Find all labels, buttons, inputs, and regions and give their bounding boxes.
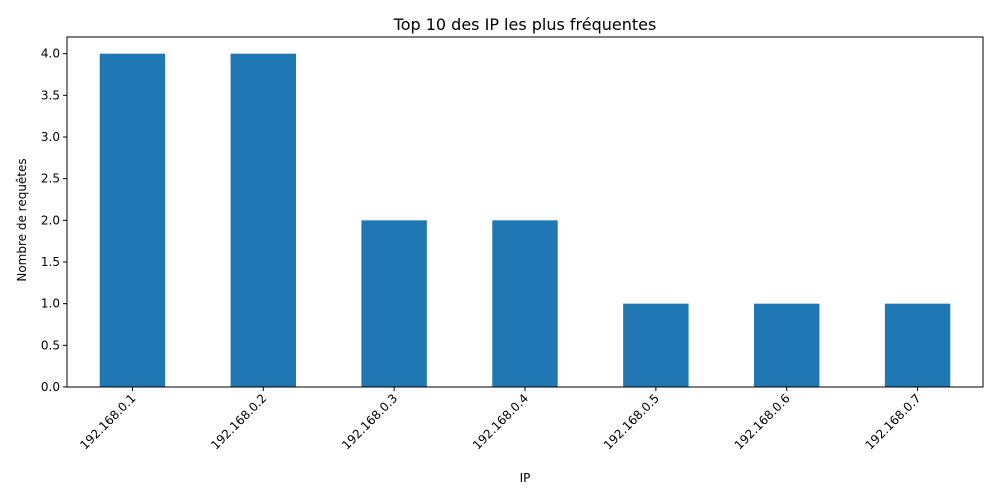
y-tick-label: 0.0 bbox=[41, 380, 60, 394]
y-tick-label: 1.5 bbox=[41, 255, 60, 269]
bar-192.168.0.2 bbox=[230, 53, 296, 388]
bar-192.168.0.4 bbox=[492, 220, 558, 387]
y-axis-label: Nombre de requêtes bbox=[15, 158, 29, 281]
x-axis-label: IP bbox=[520, 471, 531, 485]
bar-192.168.0.7 bbox=[884, 303, 951, 387]
plot-frame bbox=[66, 36, 984, 388]
bar-192.168.0.1 bbox=[99, 53, 166, 388]
y-tick-label: 2.5 bbox=[41, 172, 60, 186]
bar-192.168.0.3 bbox=[361, 220, 427, 387]
x-tick-label: 192.168.0.5 bbox=[601, 391, 662, 452]
y-tick-label: 4.0 bbox=[41, 47, 60, 61]
y-axis-ticks: 0.0 0.5 1.0 1.5 2.0 2.5 3.0 3.5 4.0 bbox=[41, 47, 67, 394]
bar-192.168.0.5 bbox=[623, 303, 689, 387]
x-axis-ticks: 192.168.0.1 192.168.0.2 192.168.0.3 192.168… bbox=[77, 387, 924, 452]
y-tick-label: 3.5 bbox=[41, 88, 60, 102]
x-tick-label: 192.168.0.1 bbox=[77, 391, 138, 452]
x-tick-label: 192.168.0.7 bbox=[863, 391, 924, 452]
y-tick-label: 2.0 bbox=[41, 213, 60, 227]
bars-group bbox=[99, 53, 951, 388]
x-tick-label: 192.168.0.2 bbox=[208, 391, 269, 452]
chart-title: Top 10 des IP les plus fréquentes bbox=[393, 15, 657, 34]
x-tick-label: 192.168.0.6 bbox=[732, 391, 793, 452]
y-tick-label: 1.0 bbox=[41, 297, 60, 311]
bar-192.168.0.6 bbox=[754, 303, 820, 387]
x-tick-label: 192.168.0.3 bbox=[339, 391, 400, 452]
x-tick-label: 192.168.0.4 bbox=[470, 391, 531, 452]
y-tick-label: 0.5 bbox=[41, 338, 60, 352]
y-tick-label: 3.0 bbox=[41, 130, 60, 144]
